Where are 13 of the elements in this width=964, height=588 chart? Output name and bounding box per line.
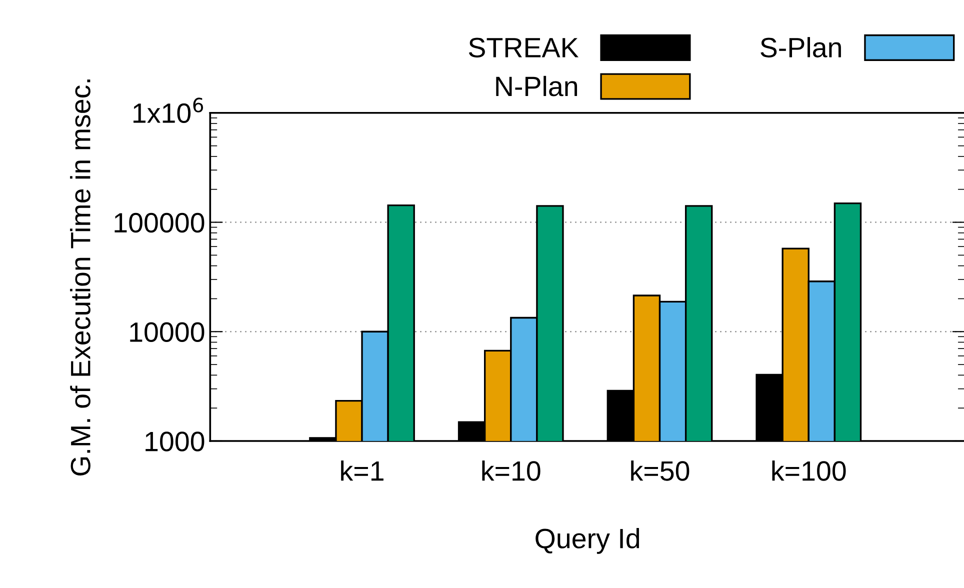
- legend-label: STREAK: [468, 38, 578, 58]
- legend-label: N-Plan: [496, 76, 578, 96]
- x-axis-title: Query Id: [536, 528, 640, 554]
- y-tick-label: 1x10$^{6}$: [134, 98, 204, 124]
- legend-label: S-Plan: [760, 37, 841, 58]
- y-axis-title: G.M. of Execution Time in msec.: [70, 80, 90, 476]
- y-tick-label: 10000: [130, 322, 204, 342]
- x-tick-label: k=50: [631, 460, 690, 481]
- x-tick-label: k=10: [482, 460, 540, 481]
- x-tick-label: k=1: [341, 460, 384, 481]
- x-tick-label: k=100: [772, 460, 846, 481]
- y-tick-label: 100000: [114, 212, 204, 233]
- y-tick-label: 1000: [146, 432, 204, 452]
